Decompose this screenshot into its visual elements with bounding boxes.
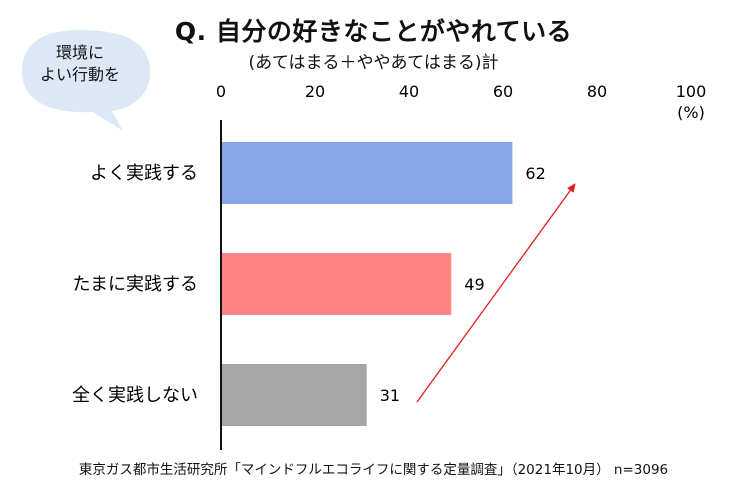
x-tick-label-20: 20 (305, 82, 325, 101)
x-tick-label-0: 0 (216, 82, 226, 101)
x-tick-label-80: 80 (587, 82, 607, 101)
category-label-2: たまに実践する (73, 274, 198, 295)
value-label-1: 62 (525, 164, 545, 183)
x-tick-label-100: 100 (676, 82, 707, 101)
chart-title: Q. 自分の好きなことがやれている (174, 17, 573, 46)
chart-subtitle: (あてはまる＋ややあてはまる)計 (248, 53, 499, 73)
category-label-3: 全く実践しない (72, 385, 198, 406)
bubble-text: 環境に よい行動を (22, 42, 138, 86)
speech-bubble (22, 30, 150, 131)
value-label-3: 31 (380, 386, 400, 405)
bars (221, 142, 513, 426)
bar-2 (221, 253, 452, 315)
category-label-1: よく実践する (90, 163, 198, 184)
bar-1 (221, 142, 513, 204)
trend-arrow (416, 183, 576, 403)
x-tick-label-60: 60 (493, 82, 513, 101)
bubble-line-2: よい行動を (39, 65, 120, 84)
unit-label: (%) (677, 103, 705, 122)
bar-3 (221, 364, 367, 426)
value-labels: 62 49 31 (380, 164, 546, 405)
speech-bubble-shape (22, 30, 150, 131)
x-tick-label-40: 40 (399, 82, 419, 101)
bubble-line-1: 環境に (55, 43, 104, 62)
footnote: 東京ガス都市生活研究所「マインドフルエコライフに関する定量調査」（2021年10… (78, 462, 669, 478)
x-axis-ticks: 0 20 40 60 80 100 (216, 82, 706, 101)
value-label-2: 49 (464, 275, 484, 294)
